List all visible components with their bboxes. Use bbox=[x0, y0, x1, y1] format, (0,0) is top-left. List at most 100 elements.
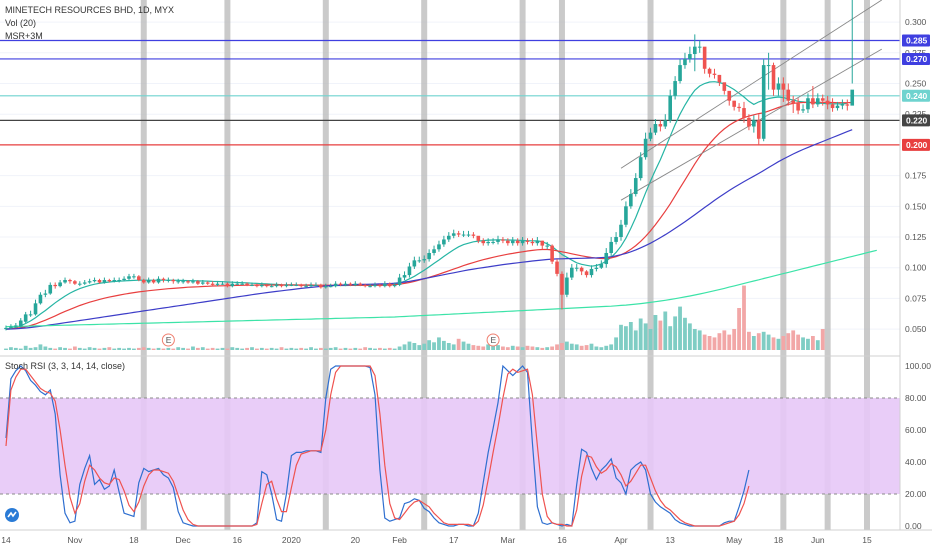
volume-bar bbox=[427, 340, 432, 350]
candle-body bbox=[215, 283, 220, 285]
price-tick-label: 0.150 bbox=[905, 201, 927, 211]
volume-bar bbox=[171, 348, 176, 350]
candle-body bbox=[161, 278, 166, 280]
volume-bar bbox=[368, 347, 372, 350]
candle-body bbox=[289, 284, 294, 286]
volume-bars bbox=[4, 285, 825, 350]
volume-bar bbox=[318, 347, 323, 350]
time-axis[interactable]: 14 Nov 18 Dec 16 2020 20 Feb 17 Mar 16 Apr 13 May 18 Ju… bbox=[1, 535, 872, 545]
volume-bar bbox=[53, 348, 58, 350]
candle-body bbox=[309, 284, 313, 287]
stoch-rsi-band-fill bbox=[0, 398, 900, 494]
volume-legend[interactable]: Vol (20) bbox=[5, 18, 36, 28]
volume-bar bbox=[191, 346, 195, 350]
volume-bar bbox=[151, 348, 156, 350]
volume-bar bbox=[358, 348, 363, 350]
stoch-rsi-axis[interactable]: 100.00 80.00 60.00 40.00 20.00 0.00 bbox=[905, 361, 931, 531]
volume-bar bbox=[274, 348, 279, 350]
candle-body bbox=[127, 276, 131, 279]
candle-body bbox=[343, 283, 348, 285]
candle-body bbox=[791, 100, 795, 104]
price-tick-label: 0.275 bbox=[905, 48, 927, 58]
volume-bar bbox=[584, 345, 589, 350]
candle-body bbox=[427, 252, 431, 260]
volume-bar bbox=[250, 347, 254, 350]
volume-bar bbox=[77, 347, 82, 350]
price-grid bbox=[0, 21, 900, 330]
volume-bar bbox=[225, 348, 230, 350]
volume-bar bbox=[402, 344, 407, 350]
vertical-band bbox=[224, 0, 231, 530]
candle-body bbox=[383, 283, 387, 287]
volume-bar bbox=[569, 343, 574, 350]
volume-bar bbox=[717, 333, 722, 350]
candle-body bbox=[117, 280, 121, 281]
candle-body bbox=[18, 320, 23, 327]
volume-bar bbox=[323, 348, 328, 350]
candle-body bbox=[574, 267, 579, 269]
candle-body bbox=[132, 276, 136, 278]
volume-bar bbox=[397, 346, 402, 350]
candle-body bbox=[378, 284, 382, 287]
candle-body bbox=[535, 240, 540, 244]
volume-bar bbox=[304, 348, 309, 350]
volume-bar bbox=[574, 344, 579, 350]
candle-body bbox=[23, 314, 28, 322]
candle-body bbox=[501, 239, 505, 241]
candle-body bbox=[48, 284, 53, 294]
volume-bar bbox=[373, 348, 377, 350]
volume-bar bbox=[348, 348, 353, 350]
time-tick-label: Mar bbox=[501, 535, 516, 545]
candle-body bbox=[33, 303, 38, 315]
volume-bar bbox=[38, 344, 43, 350]
volume-bar bbox=[692, 329, 697, 350]
volume-bar bbox=[476, 345, 481, 350]
candle-body bbox=[260, 284, 264, 287]
candle-body bbox=[353, 283, 358, 285]
stoch-rsi-legend[interactable]: Stoch RSI (3, 3, 14, 14, close) bbox=[5, 361, 125, 371]
volume-bar bbox=[766, 334, 771, 350]
time-tick-label: Feb bbox=[392, 535, 407, 545]
candle-body bbox=[766, 65, 771, 67]
price-axis-background bbox=[900, 0, 932, 530]
volume-bar bbox=[333, 347, 338, 350]
candle-body bbox=[456, 233, 461, 235]
volume-bar bbox=[658, 320, 663, 350]
indicator-legend[interactable]: MSR+3M bbox=[5, 31, 43, 41]
candle-body bbox=[4, 327, 8, 330]
volume-bar bbox=[446, 343, 451, 350]
candle-body bbox=[294, 284, 299, 286]
candle-body bbox=[68, 280, 72, 282]
volume-bar bbox=[382, 348, 387, 350]
volume-bar bbox=[761, 331, 766, 350]
stoch-rsi-tick-label: 0.00 bbox=[905, 521, 922, 531]
volume-bar bbox=[112, 348, 117, 350]
candle-body bbox=[530, 241, 535, 244]
candle-body bbox=[437, 244, 441, 250]
volume-bar bbox=[697, 330, 702, 350]
candle-body bbox=[752, 120, 756, 127]
vertical-band bbox=[780, 0, 787, 530]
candle-body bbox=[560, 273, 564, 295]
candle-body bbox=[653, 124, 658, 133]
volume-bar bbox=[4, 348, 8, 350]
candle-body bbox=[299, 284, 303, 287]
candle-body bbox=[594, 267, 599, 269]
candle-body bbox=[112, 280, 117, 282]
candle-body bbox=[678, 65, 682, 82]
candle-body bbox=[663, 120, 668, 127]
volume-bar bbox=[407, 341, 412, 350]
volume-bar bbox=[648, 329, 653, 350]
candle-body bbox=[820, 98, 825, 101]
tradingview-logo-icon[interactable] bbox=[5, 508, 19, 522]
candle-body bbox=[545, 245, 549, 247]
volume-bar bbox=[579, 345, 584, 350]
volume-bar bbox=[412, 343, 417, 350]
volume-bar bbox=[127, 347, 131, 350]
candle-body bbox=[392, 284, 397, 287]
candle-body bbox=[506, 240, 510, 244]
candle-body bbox=[107, 280, 112, 282]
volume-bar bbox=[210, 347, 215, 350]
volume-bar bbox=[259, 347, 264, 350]
